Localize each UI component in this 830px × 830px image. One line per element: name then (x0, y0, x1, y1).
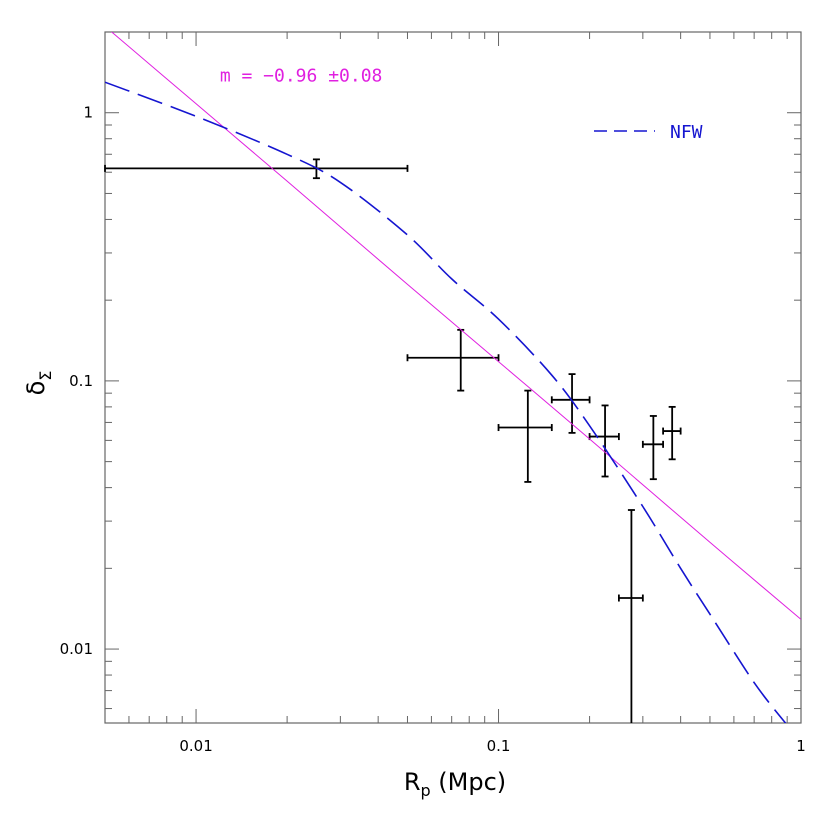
annotation-slope: m = −0.96 ±0.08 (220, 66, 383, 87)
minor-ticks (104, 31, 801, 723)
y-tick-label: 1 (83, 104, 93, 122)
y-axis-title-main: δ (22, 381, 50, 396)
data-point (641, 415, 664, 481)
data-point (617, 509, 644, 723)
y-axis-title: δΣ (22, 371, 55, 396)
x-tick-label: 0.01 (179, 737, 212, 755)
data-point (550, 373, 591, 434)
x-tick-label: 0.1 (487, 737, 511, 755)
data-point (406, 328, 500, 392)
x-axis-title-main: R (404, 768, 421, 796)
data-point (104, 158, 409, 180)
x-tick-labels: 0.01 0.1 1 (179, 737, 805, 755)
data-point (588, 404, 620, 478)
data-point (662, 405, 682, 461)
x-axis-title: Rp (Mpc) (404, 768, 506, 800)
x-axis-title-rest: (Mpc) (431, 768, 507, 796)
y-tick-label: 0.01 (60, 640, 93, 658)
y-tick-labels: 0.01 0.1 1 (60, 104, 93, 658)
legend: NFW (594, 122, 703, 143)
legend-label-nfw: NFW (670, 122, 703, 143)
y-tick-label: 0.1 (69, 372, 93, 390)
data-point (497, 389, 553, 483)
plot-frame (104, 31, 802, 724)
major-ticks (105, 32, 802, 723)
x-tick-label: 1 (796, 737, 806, 755)
x-axis-title-sub: p (421, 781, 431, 800)
power-law-fit-line (110, 32, 801, 620)
nfw-curve (105, 81, 787, 723)
series-layer (104, 32, 801, 723)
y-axis-title-sub: Σ (36, 371, 55, 381)
